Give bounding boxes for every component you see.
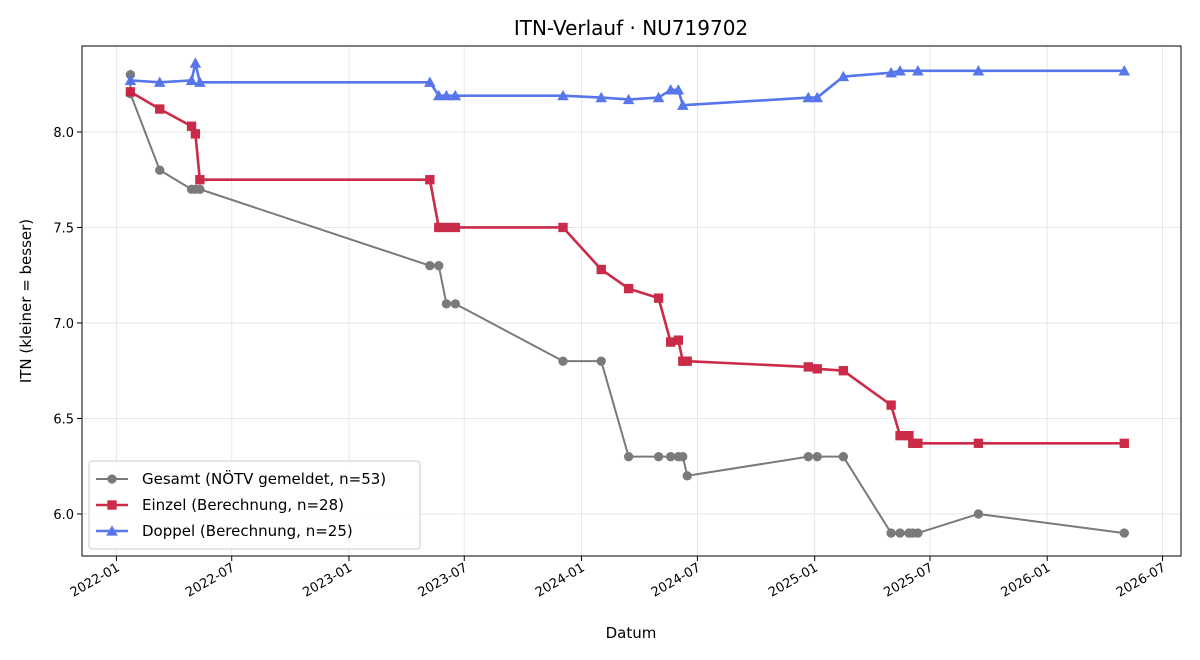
data-point [812, 364, 822, 374]
data-point [653, 293, 664, 303]
data-point [558, 222, 568, 233]
data-point [838, 366, 849, 376]
legend-item [96, 525, 128, 536]
y-tick-label: 8.0 [53, 126, 74, 141]
data-point [973, 509, 984, 519]
data-point [195, 184, 205, 194]
data-point [677, 99, 689, 110]
data-point [596, 264, 606, 275]
data-point [673, 335, 684, 345]
data-point [894, 65, 906, 76]
series-layer [124, 57, 1131, 538]
data-point [895, 528, 905, 538]
data-point [973, 438, 984, 448]
x-axis-title: Datum [606, 624, 657, 642]
legend-item [96, 474, 128, 484]
series-2 [125, 87, 1129, 448]
data-point [672, 84, 685, 95]
data-point [424, 76, 436, 87]
data-point [189, 57, 202, 68]
y-axis-ticks: 6.0 6.5 7.0 7.5 8.0 [53, 126, 82, 523]
data-point [652, 91, 665, 103]
data-point [433, 89, 445, 101]
data-point [434, 260, 444, 271]
data-point [895, 430, 905, 441]
legend-marker [107, 474, 117, 484]
data-point [595, 91, 608, 103]
data-point [682, 356, 692, 366]
data-point [912, 65, 924, 76]
data-point [653, 451, 664, 462]
legend-box [88, 460, 421, 550]
data-point [886, 528, 896, 538]
data-point [441, 222, 452, 233]
y-tick-label: 6.0 [53, 508, 74, 523]
data-point [666, 451, 676, 462]
data-point [449, 89, 462, 101]
data-point [1118, 65, 1131, 76]
data-point [622, 93, 635, 105]
data-point [886, 400, 896, 410]
data-point [557, 89, 569, 101]
data-point [1119, 528, 1129, 538]
data-point [837, 70, 850, 82]
data-point [1119, 438, 1129, 448]
data-point [558, 356, 568, 366]
legend-label: Gesamt (NÖTV gemeldet, n=53) [142, 469, 386, 488]
chart-title: ITN-Verlauf · NU719702 [514, 16, 748, 40]
legend-label: Doppel (Berechnung, n=25) [142, 522, 353, 540]
data-point [682, 471, 692, 481]
y-tick-label: 6.5 [53, 412, 74, 427]
data-point [623, 451, 634, 462]
data-point [972, 65, 985, 76]
data-point [440, 89, 453, 101]
data-point [811, 91, 823, 103]
data-point [186, 121, 197, 131]
data-point [450, 222, 461, 233]
data-point [623, 283, 634, 294]
data-point [195, 175, 205, 185]
data-point [194, 76, 206, 87]
data-point [434, 222, 444, 233]
data-point [450, 299, 461, 309]
data-point [441, 299, 452, 309]
data-point [155, 165, 165, 175]
data-point [908, 438, 918, 448]
series-3 [124, 57, 1131, 110]
data-point [596, 356, 606, 366]
data-point [155, 104, 165, 114]
data-point [185, 74, 198, 86]
data-point [190, 129, 201, 139]
legend: Gesamt (NÖTV gemeldet, n=53) Einzel (Bere… [88, 460, 421, 550]
data-point [802, 91, 815, 103]
y-tick-label: 7.5 [53, 221, 74, 236]
data-point [124, 74, 137, 86]
data-point [904, 430, 914, 441]
y-tick-label: 7.0 [53, 317, 74, 332]
legend-marker [106, 525, 118, 536]
legend-label: Einzel (Berechnung, n=28) [142, 496, 344, 514]
data-point [125, 87, 136, 97]
data-point [153, 76, 166, 87]
data-point [664, 84, 677, 95]
plot-frame [81, 45, 1182, 557]
y-axis-title: ITN (kleiner = besser) [17, 219, 35, 383]
data-point [425, 260, 435, 271]
series-1 [125, 69, 1129, 538]
data-point [803, 362, 813, 372]
data-point [803, 451, 813, 462]
data-point [812, 451, 822, 462]
data-point [425, 175, 435, 185]
data-point [913, 438, 923, 448]
grid-layer [82, 46, 1181, 556]
legend-marker [107, 500, 117, 510]
legend-item [96, 500, 128, 510]
data-point [666, 337, 676, 347]
data-point [885, 66, 897, 78]
data-point [678, 451, 688, 462]
data-point [838, 451, 849, 462]
data-point [913, 528, 923, 538]
